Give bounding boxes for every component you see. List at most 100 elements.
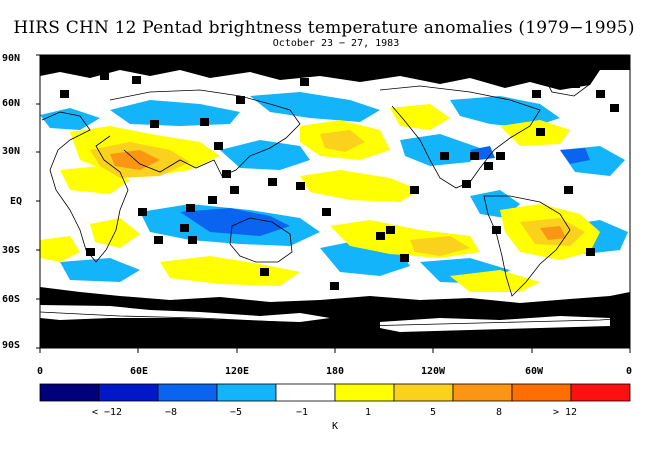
missing-data-cells (60, 70, 619, 290)
colorbar-label-gt-12: > 12 (552, 407, 578, 418)
colorbar-swatch (570, 383, 631, 402)
colorbar-swatch (511, 383, 572, 402)
missing-cell (86, 248, 95, 256)
cold-region-n-pacific (250, 92, 380, 122)
cold-region-na-southeast (400, 134, 480, 166)
missing-cell (180, 224, 189, 232)
colorbar-label-lt-neg12: < −12 (91, 407, 123, 418)
colorbar-swatch (39, 383, 100, 402)
colorbar-swatch (334, 383, 395, 402)
colorbar-units: K (331, 421, 339, 432)
strong-cold-pacific (560, 148, 590, 164)
missing-cell (536, 128, 545, 136)
coast-asia (109, 89, 301, 177)
coast-greenland (539, 69, 591, 97)
missing-cell (410, 186, 419, 194)
colorbar-label-neg5: −5 (229, 407, 243, 418)
coast-europe-africa (41, 111, 129, 263)
missing-cell (470, 152, 479, 160)
missing-cell (484, 162, 493, 170)
cold-region-na-east (450, 96, 560, 128)
missing-cell (296, 182, 305, 190)
warm-region-na-west (390, 104, 450, 130)
missing-cell (150, 120, 159, 128)
missing-cell (400, 254, 409, 262)
colorbar (39, 383, 631, 402)
coast-north-america (379, 85, 541, 189)
warm-region-s-ocean (160, 256, 300, 286)
lon-label-0-east: 0 (625, 366, 633, 377)
colorbar-label-1: 1 (364, 407, 372, 418)
lat-label-90n: 90N (2, 53, 21, 64)
lat-label-30s: 30S (2, 245, 21, 256)
colorbar-swatch (98, 383, 159, 402)
missing-cell (492, 226, 501, 234)
coast-south-america (483, 195, 571, 297)
antarctic-missing-region (40, 287, 630, 348)
colorbar-swatch (275, 383, 336, 402)
warm-region-w-indian (40, 236, 80, 262)
missing-cell (496, 152, 505, 160)
colorbar-swatch (393, 383, 454, 402)
coast-australia (229, 217, 293, 263)
map-subtitle: October 23 − 27, 1983 (272, 38, 400, 49)
lat-label-60n: 60N (2, 98, 21, 109)
colorbar-swatch (452, 383, 513, 402)
axis-ticks (36, 54, 631, 353)
lat-label-eq: EQ (10, 196, 23, 207)
missing-cell (440, 152, 449, 160)
lon-label-120w: 120W (420, 366, 446, 377)
lon-label-180: 180 (325, 366, 345, 377)
strong-warm-n-pacific (320, 130, 365, 152)
warm-region-tropical-pac (300, 170, 420, 202)
cold-region-subtropical-pac (220, 140, 310, 170)
lon-label-0: 0 (36, 366, 44, 377)
missing-cell (268, 178, 277, 186)
colorbar-swatch (157, 383, 218, 402)
very-warm-amazon (540, 226, 566, 240)
missing-cell (596, 90, 605, 98)
lat-label-30n: 30N (2, 146, 21, 157)
missing-cell (200, 118, 209, 126)
lat-label-90s: 90S (2, 340, 21, 351)
missing-cell (100, 72, 109, 80)
antarctic-gap-east (380, 316, 610, 332)
lon-label-60e: 60E (129, 366, 149, 377)
missing-cell (386, 226, 395, 234)
arctic-missing-region (40, 55, 630, 90)
coastlines (39, 69, 631, 327)
missing-cell (610, 104, 619, 112)
missing-cell (532, 90, 541, 98)
cold-region-s-ocean (60, 258, 140, 282)
colorbar-swatch (216, 383, 277, 402)
missing-cell (132, 76, 141, 84)
lon-label-60w: 60W (524, 366, 544, 377)
warm-region-south-africa (90, 218, 140, 248)
antarctic-gap (40, 305, 330, 322)
cold-region-n-atlantic (40, 108, 100, 130)
map-title: HIRS CHN 12 Pentad brightness temperatur… (13, 18, 635, 38)
lon-label-120e: 120E (224, 366, 250, 377)
colorbar-label-5: 5 (429, 407, 437, 418)
missing-cell (564, 186, 573, 194)
missing-cell (188, 236, 197, 244)
missing-cell (322, 208, 331, 216)
missing-cell (556, 70, 580, 88)
coast-antarctica (39, 311, 631, 327)
missing-cell (330, 282, 339, 290)
strong-cold-maritime (180, 208, 290, 236)
colorbar-label-8: 8 (495, 407, 503, 418)
missing-cell (230, 186, 239, 194)
colorbar-label-neg1: −1 (295, 407, 309, 418)
missing-cell (300, 78, 309, 86)
colorbar-label-neg8: −8 (164, 407, 178, 418)
anomaly-field (39, 55, 631, 348)
lat-label-60s: 60S (2, 294, 21, 305)
missing-cell (376, 232, 385, 240)
warm-region-n-atlantic (500, 120, 570, 146)
missing-cell (208, 196, 217, 204)
missing-cell (260, 268, 269, 276)
missing-cell (214, 142, 223, 150)
missing-cell (236, 96, 245, 104)
